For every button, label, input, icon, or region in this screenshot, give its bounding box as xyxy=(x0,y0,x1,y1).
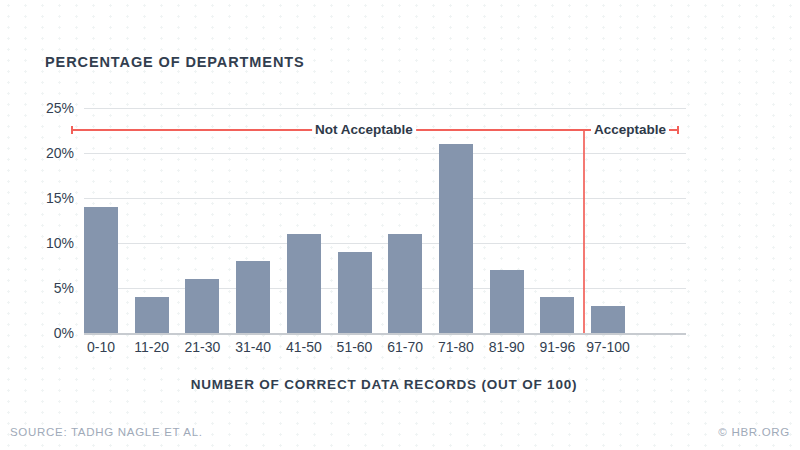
bar-97-100 xyxy=(591,306,625,333)
y-axis-tick-label: 10% xyxy=(0,235,74,251)
y-axis-tick-label: 0% xyxy=(0,325,74,341)
y-gridline xyxy=(84,288,686,289)
bar-81-90 xyxy=(490,270,524,333)
bar-41-50 xyxy=(287,234,321,333)
y-gridline xyxy=(84,108,686,109)
bar-91-96 xyxy=(540,297,574,333)
bar-21-30 xyxy=(185,279,219,333)
bar-31-40 xyxy=(236,261,270,333)
annotation-right-tick xyxy=(677,126,679,134)
bar-0-10 xyxy=(84,207,118,333)
y-axis-tick-label: 15% xyxy=(0,190,74,206)
y-axis-tick-label: 5% xyxy=(0,280,74,296)
annotation-divider-line xyxy=(583,130,585,333)
chart-title: PERCENTAGE OF DEPARTMENTS xyxy=(45,54,305,70)
y-axis-tick-label: 25% xyxy=(0,100,74,116)
bar-51-60 xyxy=(338,252,372,333)
x-axis-title: NUMBER OF CORRECT DATA RECORDS (OUT OF 1… xyxy=(84,377,684,392)
bar-11-20 xyxy=(135,297,169,333)
bar-61-70 xyxy=(388,234,422,333)
not-acceptable-annotation-label: Not Acceptable xyxy=(312,122,416,137)
hbr-credit: © HBR.ORG xyxy=(718,426,790,438)
y-gridline xyxy=(84,153,686,154)
y-gridline xyxy=(84,243,686,244)
chart-figure: PERCENTAGE OF DEPARTMENTS 0% 5% 10% 15% 20% 2… xyxy=(0,0,800,450)
x-axis-tick-label: 97-100 xyxy=(576,339,640,355)
acceptable-annotation-label: Acceptable xyxy=(591,122,669,137)
y-axis-tick-label: 20% xyxy=(0,145,74,161)
annotation-left-tick xyxy=(71,126,73,134)
y-gridline xyxy=(84,198,686,199)
bar-71-80 xyxy=(439,144,473,333)
source-credit: SOURCE: TADHG NAGLE ET AL. xyxy=(10,426,203,438)
x-axis-line xyxy=(84,333,686,335)
